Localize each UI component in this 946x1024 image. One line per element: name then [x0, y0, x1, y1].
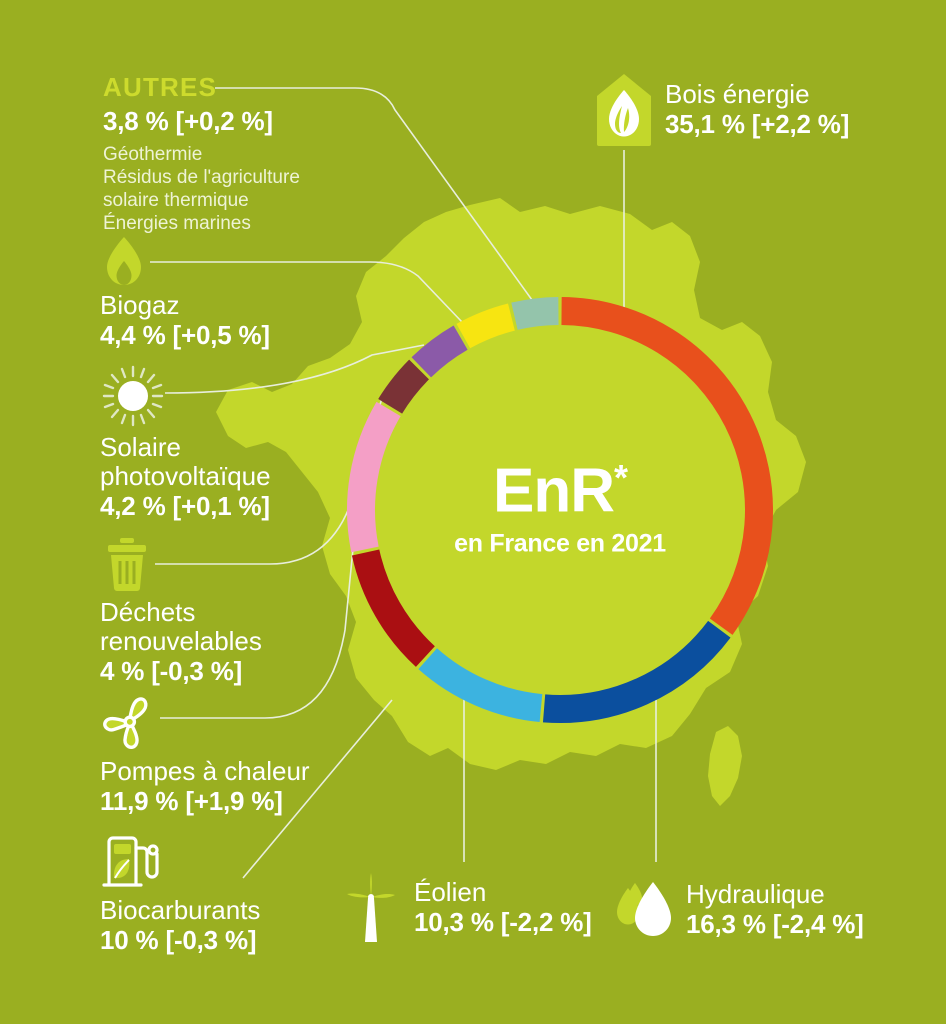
label-dechets-value: 4 % [-0,3 %]: [100, 656, 243, 686]
donut-segment-pompes[interactable]: [347, 401, 401, 553]
label-bois-energie[interactable]: Bois énergie 35,1 % [+2,2 %]: [595, 72, 849, 148]
label-bois-name: Bois énergie: [665, 79, 810, 109]
enr-asterisk: *: [613, 456, 628, 498]
label-biogaz-value: 4,4 % [+0,5 %]: [100, 320, 270, 350]
enr-title-text: EnR: [492, 456, 615, 526]
water-drops-icon: [617, 882, 671, 936]
propeller-fan-icon: [103, 697, 148, 749]
donut-segment-autres[interactable]: [511, 297, 559, 330]
donut-segment-solaire[interactable]: [411, 325, 468, 378]
label-biogaz[interactable]: Biogaz 4,4 % [+0,5 %]: [100, 235, 400, 351]
label-eolien-name: Éolien: [414, 877, 487, 907]
label-autres-detail-1: Résidus de l'agriculture: [103, 167, 300, 188]
label-autres-detail-0: Géothermie: [103, 144, 203, 165]
donut-segment-hydraulique[interactable]: [542, 620, 731, 723]
label-autres-heading: AUTRES: [103, 72, 218, 102]
donut-segment-dechets[interactable]: [378, 359, 430, 414]
donut-segment-biogaz[interactable]: [456, 303, 516, 349]
label-autres-detail-3: Énergies marines: [103, 213, 251, 234]
donut-segments: [347, 297, 773, 723]
label-eolien[interactable]: Éolien 10,3 % [-2,2 %]: [340, 872, 592, 944]
donut-center-label: EnR* en France en 2021: [395, 459, 725, 559]
donut-svg: [347, 297, 773, 723]
label-eolien-value: 10,3 % [-2,2 %]: [414, 907, 592, 937]
label-hydraulique[interactable]: Hydraulique 16,3 % [-2,4 %]: [612, 880, 864, 940]
label-solaire-photovoltaique[interactable]: Solaire photovoltaïque 4,2 % [+0,1 %]: [100, 365, 400, 522]
label-pompes-name: Pompes à chaleur: [100, 756, 310, 786]
label-bois-value: 35,1 % [+2,2 %]: [665, 109, 850, 139]
label-solaire-name-line1: Solaire: [100, 432, 181, 462]
gas-flame-icon: [107, 237, 141, 285]
donut-segment-eolien[interactable]: [418, 648, 543, 723]
fuel-pump-leaf-icon: [102, 836, 159, 887]
label-dechets-name-line1: Déchets: [100, 597, 196, 627]
label-dechets-name-line2: renouvelables: [100, 626, 262, 656]
label-hydraulique-value: 16,3 % [-2,4 %]: [686, 909, 864, 939]
label-solaire-name-line2: photovoltaïque: [100, 461, 271, 491]
label-solaire-value: 4,2 % [+0,1 %]: [100, 491, 270, 521]
label-dechets-renouvelables[interactable]: Déchets renouvelables 4 % [-0,3 %]: [100, 536, 400, 687]
wind-turbine-icon: [347, 873, 395, 942]
label-autres-detail-2: solaire thermique: [103, 190, 249, 211]
label-biocarburants-name: Biocarburants: [100, 895, 261, 925]
label-autres-value: 3,8 % [+0,2 %]: [103, 106, 273, 136]
label-pompes-value: 11,9 % [+1,9 %]: [100, 786, 283, 816]
sun-icon: [102, 365, 164, 427]
enr-title: EnR*: [493, 459, 628, 522]
label-autres[interactable]: AUTRES 3,8 % [+0,2 %] Géothermie Résidus…: [103, 72, 403, 235]
enr-subtitle: en France en 2021: [454, 529, 666, 558]
label-biocarburants[interactable]: Biocarburants 10 % [-0,3 %]: [100, 832, 400, 956]
donut-segment-bois[interactable]: [561, 297, 773, 635]
trash-bin-icon: [108, 538, 146, 591]
label-biogaz-name: Biogaz: [100, 290, 180, 320]
label-pompes-a-chaleur[interactable]: Pompes à chaleur 11,9 % [+1,9 %]: [100, 693, 420, 817]
enr-donut-chart: EnR* en France en 2021: [330, 280, 790, 740]
label-hydraulique-name: Hydraulique: [686, 879, 825, 909]
label-biocarburants-value: 10 % [-0,3 %]: [100, 925, 257, 955]
flame-house-icon: [597, 74, 651, 146]
donut-segment-biocarb[interactable]: [351, 549, 436, 667]
